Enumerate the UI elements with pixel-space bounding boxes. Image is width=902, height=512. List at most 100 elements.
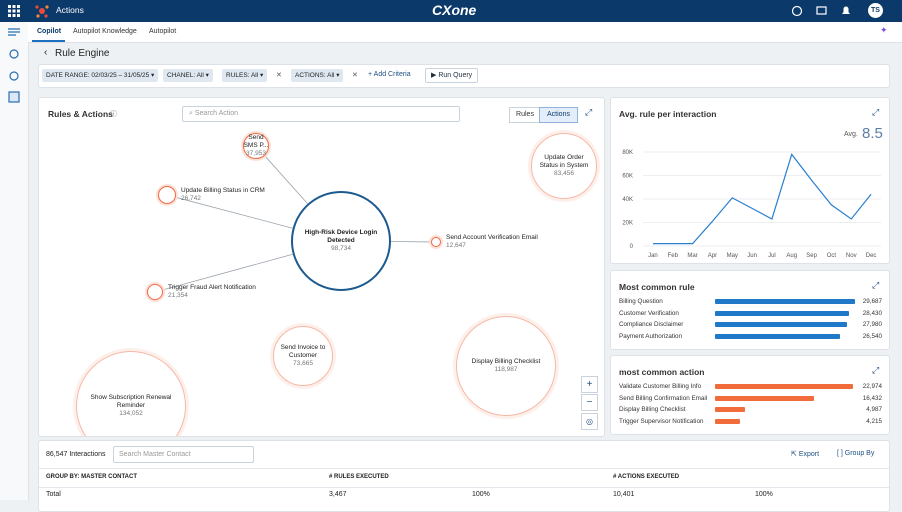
x-tick-label: Nov xyxy=(846,253,857,259)
column-header: # RULES EXECUTED xyxy=(329,474,389,480)
user-avatar[interactable]: TS xyxy=(868,3,883,18)
bar xyxy=(715,299,855,304)
tab[interactable]: Autopilot xyxy=(149,28,176,35)
x-tick-label: Mar xyxy=(687,253,697,259)
bar-label: Compliance Disclaimer xyxy=(619,321,683,328)
graph-node[interactable] xyxy=(431,237,441,247)
column-header: GROUP BY: MASTER CONTACT xyxy=(46,474,137,480)
back-arrow[interactable]: ‹ xyxy=(44,47,47,58)
apps-icon[interactable] xyxy=(8,5,20,17)
node-value: 26,742 xyxy=(181,195,321,203)
filter-label: RULES: xyxy=(226,72,249,79)
recenter[interactable]: ◎ xyxy=(581,413,598,430)
node-value: 83,456 xyxy=(538,170,591,178)
node-value: 21,354 xyxy=(168,292,308,300)
bar-value: 16,432 xyxy=(863,395,882,402)
bar xyxy=(715,311,849,316)
y-tick-label: 20K xyxy=(622,221,633,227)
x-tick-label: Dec xyxy=(866,253,877,259)
bar-label: Send Billing Confirmation Email xyxy=(619,395,707,402)
run-query[interactable]: ▶ Run Query xyxy=(425,68,478,83)
node-value: 134,052 xyxy=(87,410,175,418)
node-value: 37,953 xyxy=(241,150,271,158)
filter-chip[interactable]: DATE RANGE: 02/03/25 – 31/05/25 ▾ xyxy=(42,69,158,82)
bar-value: 27,980 xyxy=(863,321,882,328)
table-panel: 86,547 Interactions Search Master Contac… xyxy=(38,440,890,512)
remove-filter[interactable]: ✕ xyxy=(276,71,282,79)
bar-label: Payment Authorization xyxy=(619,333,682,340)
y-tick-label: 0 xyxy=(630,244,634,250)
table-cell: 3,467 xyxy=(329,491,347,498)
node-label: Update Order Status in System xyxy=(538,154,591,170)
x-tick-label: Sep xyxy=(806,253,817,259)
filter-value: All xyxy=(197,72,204,79)
filter-chip[interactable]: CHANEL: All ▾ xyxy=(163,69,213,82)
filter-chip[interactable]: RULES: All ▾ xyxy=(222,69,267,82)
x-tick-label: Feb xyxy=(668,253,679,259)
bar-label: Display Billing Checklist xyxy=(619,406,686,413)
bar xyxy=(715,419,740,424)
bar-value: 29,687 xyxy=(863,298,882,305)
sidebar xyxy=(0,22,29,500)
table-cell: Total xyxy=(46,491,61,498)
run-query-label: Run Query xyxy=(438,72,472,79)
add-criteria[interactable]: + Add Criteria xyxy=(368,71,411,78)
remove-filter[interactable]: ✕ xyxy=(352,71,358,79)
node-value: 118,987 xyxy=(466,366,546,374)
filter-label: DATE RANGE: xyxy=(46,72,90,79)
header-icons[interactable] xyxy=(790,4,860,18)
bar-label: Customer Verification xyxy=(619,310,679,317)
filter-value: All xyxy=(327,72,334,79)
bar-value: 28,430 xyxy=(863,310,882,317)
panel-title: Most common rule xyxy=(619,282,695,292)
table-search[interactable]: Search Master Contact xyxy=(113,446,254,463)
node-label: High-Risk Device Login Detected xyxy=(301,229,381,245)
group-by-button[interactable]: [ ] Group By xyxy=(837,450,874,457)
zoom-in[interactable]: + xyxy=(581,376,598,393)
expand-icon[interactable]: ⤢ xyxy=(872,365,879,376)
bar xyxy=(715,384,853,389)
export-label: Export xyxy=(799,451,819,458)
tab-underline xyxy=(32,40,65,42)
add-criteria-label: Add Criteria xyxy=(374,71,411,78)
table-cell: 100% xyxy=(755,491,773,498)
bar xyxy=(715,396,814,401)
x-tick-label: Jan xyxy=(648,253,658,259)
filter-value: All xyxy=(251,72,258,79)
node-label-box: Send SMS P...37,953 xyxy=(241,134,271,158)
zoom-out[interactable]: − xyxy=(581,394,598,411)
x-tick-label: Jul xyxy=(768,253,776,259)
sparkle-icon[interactable]: ✦ xyxy=(880,25,888,36)
x-tick-label: Apr xyxy=(708,253,717,259)
graph-node[interactable] xyxy=(147,284,163,300)
tab[interactable]: Autopilot Knowledge xyxy=(73,28,137,35)
sidebar-icons[interactable] xyxy=(8,26,20,106)
graph-node[interactable] xyxy=(158,186,176,204)
bar-value: 4,215 xyxy=(866,418,882,425)
node-value: 12,647 xyxy=(446,242,586,250)
x-tick-label: Jun xyxy=(747,253,757,259)
node-label: Send Invoice to Customer xyxy=(279,344,327,360)
filter-label: ACTIONS: xyxy=(295,72,326,79)
top-bar: Actions CXone TS xyxy=(0,0,902,22)
filter-label: CHANEL: xyxy=(167,72,195,79)
filter-value: 02/03/25 – 31/05/25 xyxy=(91,72,149,79)
bar xyxy=(715,334,840,339)
expand-icon[interactable]: ⤢ xyxy=(872,280,879,291)
export-button[interactable]: ⇱ Export xyxy=(791,450,819,458)
column-header: # ACTIONS EXECUTED xyxy=(613,474,679,480)
y-tick-label: 60K xyxy=(622,174,633,180)
bar-value: 4,987 xyxy=(866,406,882,413)
tab[interactable]: Copilot xyxy=(37,28,61,35)
x-tick-label: Aug xyxy=(786,253,797,259)
filter-chip[interactable]: ACTIONS: All ▾ xyxy=(291,69,343,82)
app-name: Actions xyxy=(56,5,84,15)
